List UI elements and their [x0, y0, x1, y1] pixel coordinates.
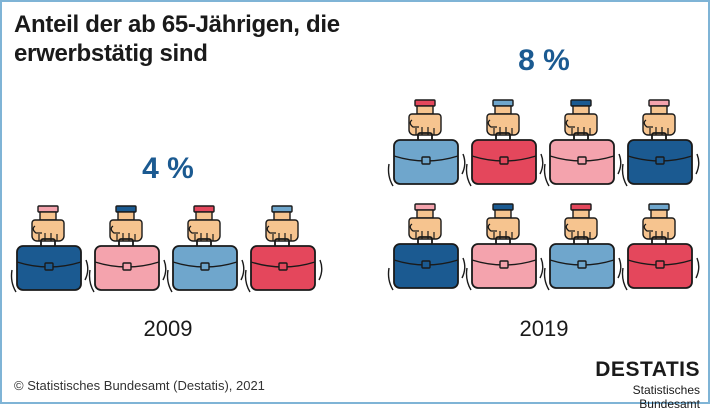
icon-2019-4: [621, 99, 700, 187]
icon-2019-3: [543, 99, 622, 187]
chart-title: Anteil der ab 65-Jährigen, die erwerbstä…: [14, 11, 340, 67]
logo-subtitle: Statistisches Bundesamt: [632, 383, 700, 411]
icon-2019-6: [465, 203, 544, 291]
icon-2009-2: [88, 205, 167, 293]
icon-2009-1: [10, 205, 89, 293]
value-label-2009: 4 %: [142, 152, 194, 185]
icon-2009-3: [166, 205, 245, 293]
icon-2019-8: [621, 203, 700, 291]
icon-2019-2: [465, 99, 544, 187]
category-label-2019: 2019: [519, 316, 569, 341]
value-label-2019: 8 %: [518, 44, 570, 77]
icon-2019-7: [543, 203, 622, 291]
icon-2019-5: [387, 203, 466, 291]
icon-2009-4: [244, 205, 323, 293]
logo-wordmark: DESTATIS: [595, 358, 700, 381]
copyright-text: © Statistisches Bundesamt (Destatis), 20…: [14, 378, 265, 393]
category-label-2009: 2009: [143, 316, 193, 341]
destatis-logo: DESTATIS Statistisches Bundesamt: [576, 358, 700, 411]
pictogram-plot: [10, 99, 700, 293]
copyright-notice: © Statistisches Bundesamt (Destatis), 20…: [14, 378, 265, 393]
icon-2019-1: [387, 99, 466, 187]
